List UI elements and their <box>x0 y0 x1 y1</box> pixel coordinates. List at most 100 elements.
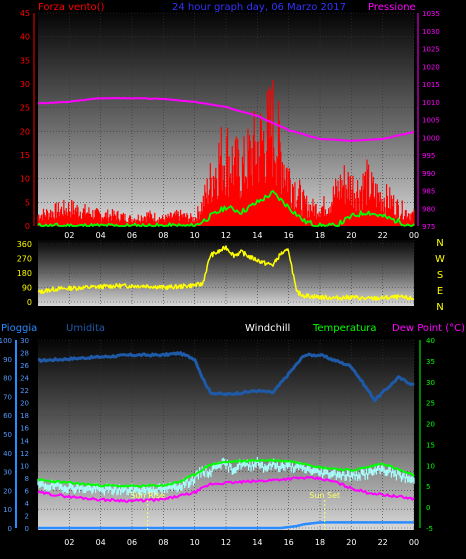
axes: 0510152025303540459759809859909951000100… <box>0 9 445 547</box>
humidity-tick-label: 10 <box>20 462 29 470</box>
avg-wind-line <box>37 190 415 227</box>
sunrise-label: Sun Rise <box>130 491 165 500</box>
humidity-tick-label: 18 <box>20 412 29 420</box>
humidity-tick-label: 30 <box>20 337 29 345</box>
pressure-line <box>37 96 415 142</box>
humidity-label: Umidita <box>66 323 105 334</box>
dewpoint-line <box>37 476 415 503</box>
x-tick-label: 06 <box>127 231 137 240</box>
rain-line <box>38 521 414 530</box>
rain-tick-label: 90 <box>3 356 12 364</box>
sunset-label: Sun Set <box>309 491 340 500</box>
rain-tick-label: 60 <box>3 412 12 420</box>
x-tick-label: 00 <box>409 231 419 240</box>
temperature-label: Temperatura <box>312 323 377 334</box>
rain-tick-label: 20 <box>3 487 12 495</box>
direction-compass-label: E <box>437 286 443 297</box>
humidity-tick-label: 20 <box>20 400 29 408</box>
temp-tick-label: 30 <box>426 379 435 387</box>
wind-tick-label: 10 <box>20 175 30 184</box>
wind-tick-label: 40 <box>20 33 30 42</box>
humidity-tick-label: 2 <box>25 512 29 520</box>
humidity-tick-label: 22 <box>20 387 29 395</box>
pressure-tick-label: 1030 <box>422 28 440 36</box>
pressure-tick-label: 975 <box>422 223 435 231</box>
wind-tick-label: 20 <box>20 127 30 136</box>
rain-tick-label: 100 <box>0 337 12 345</box>
pressure-tick-label: 1035 <box>422 10 440 18</box>
humidity-tick-label: 12 <box>20 450 29 458</box>
pressure-tick-label: 985 <box>422 188 435 196</box>
humidity-tick-label: 0 <box>25 525 29 533</box>
humidity-tick-label: 8 <box>25 475 29 483</box>
x-tick-label: 18 <box>315 231 325 240</box>
direction-compass-label: N <box>436 238 443 249</box>
graph-title: 24 hour graph day, 06 Marzo 2017 <box>172 2 346 13</box>
x-tick-label: 22 <box>378 231 388 240</box>
x-tick-label: 18 <box>315 538 325 547</box>
rain-tick-label: 0 <box>8 525 12 533</box>
pressure-label: Pressione <box>368 2 416 13</box>
wind-tick-label: 30 <box>20 80 30 89</box>
x-tick-label: 14 <box>252 538 262 547</box>
wind-tick-label: 0 <box>25 222 30 231</box>
pressure-tick-label: 1010 <box>422 99 440 107</box>
x-tick-label: 04 <box>96 231 106 240</box>
wind-tick-label: 25 <box>20 104 30 113</box>
x-tick-label: 08 <box>158 231 168 240</box>
rain-label: Pioggia <box>1 323 37 334</box>
direction-compass-label: S <box>437 270 443 281</box>
wind-label: Forza vento() <box>38 2 105 13</box>
pressure-tick-label: 1025 <box>422 46 440 54</box>
direction-tick-label: 0 <box>27 298 32 307</box>
x-tick-label: 02 <box>64 231 74 240</box>
series <box>37 80 415 530</box>
pressure-tick-label: 1020 <box>422 63 440 71</box>
direction-compass-label: N <box>436 302 443 313</box>
temp-tick-label: 15 <box>426 441 435 449</box>
temp-tick-label: 25 <box>426 400 435 408</box>
direction-tick-label: 360 <box>17 240 32 249</box>
x-tick-label: 04 <box>96 538 106 547</box>
temp-tick-label: 35 <box>426 358 435 366</box>
temperature-line <box>37 458 415 488</box>
pressure-tick-label: 1000 <box>422 134 440 142</box>
pressure-tick-label: 995 <box>422 152 435 160</box>
rain-tick-label: 80 <box>3 375 12 383</box>
humidity-tick-label: 28 <box>20 350 29 358</box>
x-tick-label: 08 <box>158 538 168 547</box>
direction-line <box>37 245 415 301</box>
x-tick-label: 14 <box>252 231 262 240</box>
x-tick-label: 12 <box>221 231 231 240</box>
x-tick-label: 20 <box>346 231 356 240</box>
x-tick-label: 22 <box>378 538 388 547</box>
humidity-tick-label: 14 <box>20 437 29 445</box>
rain-tick-label: 30 <box>3 469 12 477</box>
direction-tick-label: 90 <box>22 284 32 293</box>
x-tick-label: 00 <box>409 538 419 547</box>
humidity-line <box>37 351 415 403</box>
temp-panel-bg <box>38 340 414 530</box>
humidity-tick-label: 4 <box>25 500 30 508</box>
x-tick-label: 16 <box>284 538 294 547</box>
x-tick-label: 20 <box>346 538 356 547</box>
windchill-label: Windchill <box>245 323 290 334</box>
pressure-tick-label: 1015 <box>422 81 440 89</box>
pressure-tick-label: 990 <box>422 170 435 178</box>
rain-tick-label: 50 <box>3 431 12 439</box>
humidity-tick-label: 26 <box>20 362 29 370</box>
wind-tick-label: 45 <box>20 9 30 18</box>
wind-tick-label: 5 <box>25 198 30 207</box>
x-tick-label: 16 <box>284 231 294 240</box>
direction-tick-label: 180 <box>17 269 32 278</box>
temp-tick-label: -5 <box>426 525 433 533</box>
x-tick-label: 10 <box>190 538 200 547</box>
temp-tick-label: 40 <box>426 337 435 345</box>
rain-tick-label: 70 <box>3 393 12 401</box>
temp-tick-label: 20 <box>426 421 435 429</box>
dewpoint-label: Dew Point (°C) <box>392 323 465 334</box>
x-tick-label: 12 <box>221 538 231 547</box>
x-tick-label: 02 <box>64 538 74 547</box>
x-tick-label: 06 <box>127 538 137 547</box>
